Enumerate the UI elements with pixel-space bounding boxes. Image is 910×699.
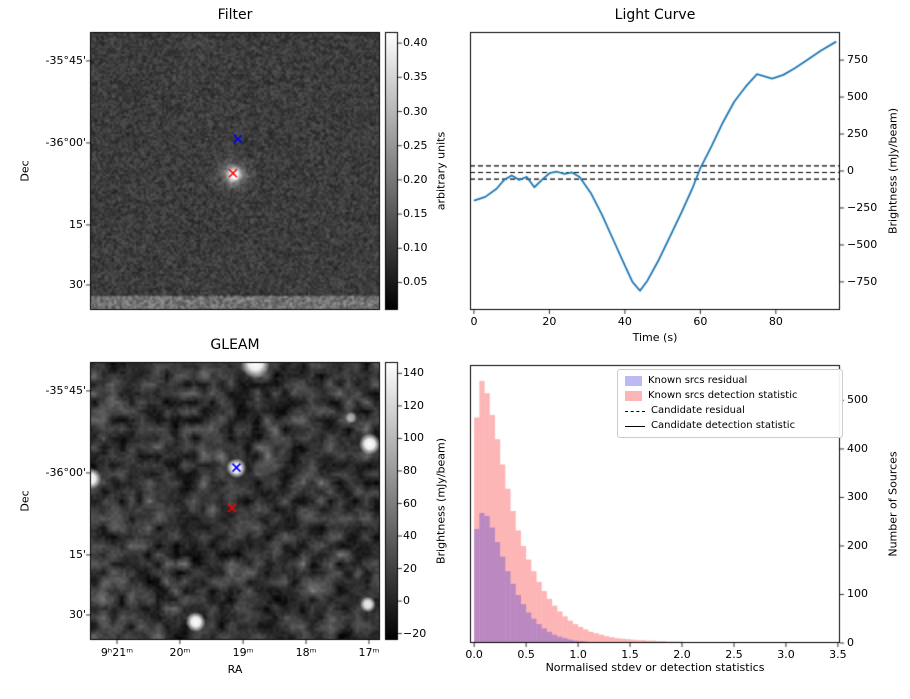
filter-colorbar-tick: 0.30 (403, 104, 428, 118)
lightcurve-xtick: 80 (768, 315, 783, 328)
filter-colorbar-tick: 0.20 (403, 172, 428, 186)
legend-item: Candidate residual (625, 405, 835, 417)
gleam-colorbar-tick: 140 (403, 366, 424, 380)
lightcurve-ytick: 0 (847, 164, 854, 177)
lightcurve-xlabel: Time (s) (632, 331, 678, 344)
histogram-xtick: 3.5 (829, 648, 847, 661)
filter-ylabel: Dec (18, 160, 32, 182)
filter-ytick: -36°00' (45, 135, 87, 149)
histogram-ytick: 200 (847, 538, 868, 552)
histogram-xtick: 2.0 (673, 648, 691, 661)
filter-colorbar-label: arbitrary units (434, 131, 448, 211)
histogram-ylabel: Number of Sources (886, 451, 900, 557)
histogram-xtick: 1.5 (621, 648, 639, 661)
lightcurve-ytick: 250 (847, 127, 868, 141)
legend-dashed-line-swatch (625, 410, 645, 412)
filter-colorbar-tick: 0.10 (403, 241, 428, 255)
histogram-ytick: 100 (847, 587, 868, 601)
legend-patch-swatch (625, 376, 642, 386)
gleam-xtick: 17ᵐ (358, 646, 380, 659)
filter-ytick: -35°45' (45, 53, 87, 67)
legend-item: Known srcs detection statistic (625, 390, 835, 402)
histogram-ytick: 400 (847, 441, 868, 455)
histogram-xtick: 0.0 (465, 648, 483, 661)
gleam-colorbar-tick: 120 (403, 398, 424, 412)
lightcurve-ytick: −750 (847, 274, 878, 288)
gleam-xtick: 19ᵐ (232, 646, 254, 659)
histogram-ytick: 300 (847, 490, 868, 504)
histogram-xtick: 1.0 (569, 648, 587, 661)
gleam-colorbar-tick: 60 (403, 496, 417, 510)
gleam-colorbar-tick: 80 (403, 463, 417, 477)
lightcurve-xtick: 60 (693, 315, 708, 328)
legend-item: Known srcs residual (625, 375, 835, 387)
lightcurve-ytick: 500 (847, 90, 868, 104)
gleam-title: GLEAM (210, 337, 260, 353)
filter-colorbar-tick: 0.05 (403, 275, 428, 289)
lightcurve-ytick: 750 (847, 53, 868, 67)
filter-colorbar-tick: 0.25 (403, 138, 428, 152)
filter-colorbar-tick: 0.35 (403, 70, 428, 84)
legend-label: Candidate residual (651, 405, 745, 416)
legend-label: Known srcs detection statistic (648, 390, 798, 401)
filter-title: Filter (217, 7, 253, 23)
lightcurve-xtick: 0 (470, 315, 478, 328)
filter-colorbar-tick: 0.15 (403, 207, 428, 221)
filter-colorbar-tick: 0.40 (403, 36, 428, 50)
legend-label: Candidate detection statistic (651, 420, 796, 431)
gleam-ytick: 15' (68, 547, 86, 561)
gleam-colorbar-tick: 0 (403, 594, 410, 608)
gleam-colorbar-label: Brightness (mJy/beam) (434, 437, 448, 565)
gleam-ytick: -35°45' (45, 383, 87, 397)
gleam-xlabel: RA (227, 663, 243, 676)
gleam-colorbar-tick: 100 (403, 431, 424, 445)
gleam-colorbar-tick: 40 (403, 529, 417, 543)
gleam-colorbar-tick: −20 (403, 626, 427, 640)
histogram-ytick: 500 (847, 393, 868, 407)
lightcurve-xtick: 20 (542, 315, 557, 328)
gleam-ylabel: Dec (18, 490, 32, 512)
gleam-xtick: 9ʰ21ᵐ (100, 646, 134, 659)
histogram-xtick: 0.5 (517, 648, 535, 661)
lightcurve-xtick: 40 (617, 315, 632, 328)
histogram-legend: Known srcs residual Known srcs detection … (617, 369, 843, 438)
gleam-xtick: 20ᵐ (169, 646, 191, 659)
legend-item: Candidate detection statistic (625, 420, 835, 432)
histogram-ytick: 0 (847, 636, 854, 649)
legend-patch-swatch (625, 391, 642, 401)
histogram-xtick: 3.0 (777, 648, 795, 661)
gleam-ytick: -36°00' (45, 465, 87, 479)
gleam-colorbar-tick: 20 (403, 561, 417, 575)
lightcurve-title: Light Curve (614, 7, 696, 23)
histogram-xtick: 2.5 (725, 648, 743, 661)
filter-ytick: 15' (68, 217, 86, 231)
gleam-xtick: 18ᵐ (295, 646, 317, 659)
filter-ytick: 30' (68, 277, 86, 291)
gleam-ytick: 30' (68, 607, 86, 621)
lightcurve-ylabel: Brightness (mJy/beam) (886, 107, 900, 235)
lightcurve-ytick: −500 (847, 237, 878, 251)
legend-solid-line-swatch (625, 425, 645, 427)
histogram-xlabel: Normalised stdev or detection statistics (545, 661, 765, 674)
legend-label: Known srcs residual (648, 375, 748, 386)
lightcurve-ytick: −250 (847, 200, 878, 214)
